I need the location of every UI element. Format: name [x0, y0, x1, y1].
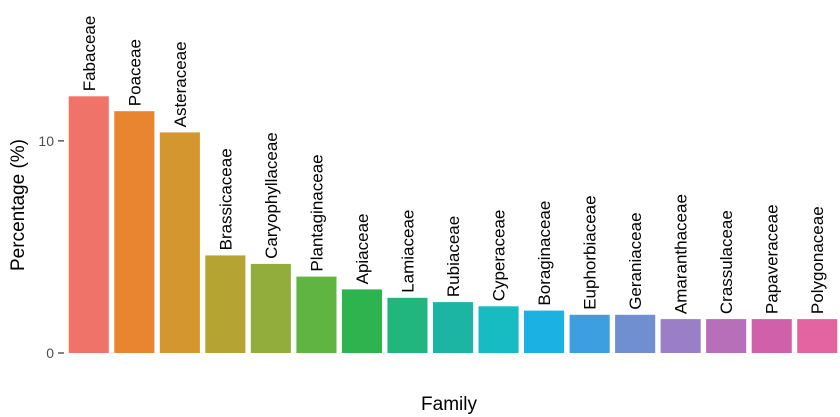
bar-label-brassicaceae: Brassicaceae	[216, 148, 235, 250]
bar-apiaceae	[341, 289, 382, 353]
bar-label-polygonaceae: Polygonaceae	[808, 206, 827, 314]
bar-asteraceae	[159, 132, 200, 353]
bar-cyperaceae	[478, 306, 519, 353]
bar-label-asteraceae: Asteraceae	[171, 41, 190, 127]
bar-label-geraniaceae: Geraniaceae	[626, 212, 645, 309]
bar-label-boraginaceae: Boraginaceae	[535, 201, 554, 306]
bar-plantaginaceae	[296, 276, 337, 353]
bar-label-caryophyllaceae: Caryophyllaceae	[262, 132, 281, 259]
y-axis-title: Percentage (%)	[8, 139, 29, 271]
plot-area: Fabaceae Poaceae Asteraceae Brassicaceae Car…	[68, 16, 838, 354]
bar-label-poaceae: Poaceae	[125, 39, 144, 106]
bar-amaranthaceae	[660, 319, 701, 353]
bar-rubiaceae	[433, 302, 474, 353]
bar-geraniaceae	[615, 314, 656, 353]
y-axis: 0 10	[38, 133, 64, 361]
y-tick-label: 10	[38, 133, 54, 149]
bar-brassicaceae	[205, 255, 246, 353]
bar-label-lamiaceae: Lamiaceae	[399, 210, 418, 293]
bar-label-euphorbiaceae: Euphorbiaceae	[581, 195, 600, 309]
bar-label-papaveraceae: Papaveraceae	[763, 204, 782, 314]
bar-label-rubiaceae: Rubiaceae	[444, 216, 463, 297]
bar-label-amaranthaceae: Amaranthaceae	[672, 194, 691, 314]
bar-euphorbiaceae	[569, 314, 610, 353]
y-tick-label: 0	[46, 345, 54, 361]
bar-lamiaceae	[387, 297, 428, 353]
bar-boraginaceae	[524, 310, 565, 353]
bar-fabaceae	[68, 96, 109, 354]
bar-caryophyllaceae	[250, 263, 291, 353]
bar-label-crassulaceae: Crassulaceae	[717, 210, 736, 314]
bar-label-fabaceae: Fabaceae	[80, 16, 99, 92]
bar-label-plantaginaceae: Plantaginaceae	[307, 154, 326, 271]
bar-label-cyperaceae: Cyperaceae	[490, 210, 509, 302]
x-axis-title: Family	[421, 394, 477, 415]
bar-polygonaceae	[797, 319, 838, 353]
bar-papaveraceae	[751, 319, 792, 353]
bar-label-apiaceae: Apiaceae	[353, 214, 372, 285]
bar-poaceae	[114, 111, 155, 353]
bar-crassulaceae	[706, 319, 747, 353]
